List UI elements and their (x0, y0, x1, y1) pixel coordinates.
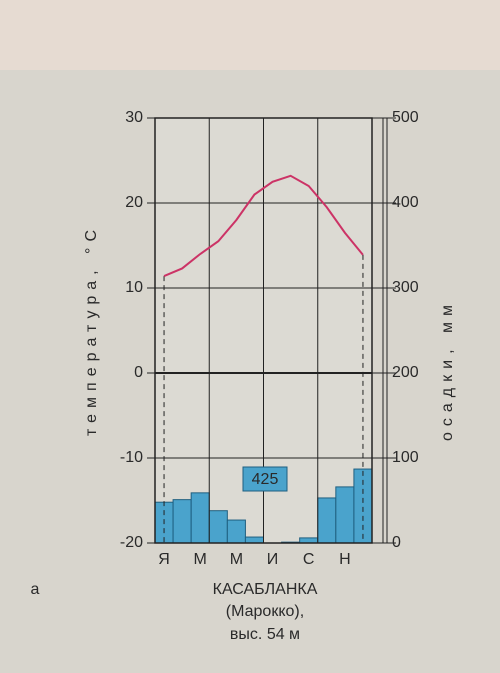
temperature-line (163, 174, 364, 278)
y2-axis-label: осадки, мм (439, 299, 456, 441)
x-tick-label: М (194, 551, 207, 568)
x-tick-label: С (303, 551, 315, 568)
precipitation-bar (190, 492, 210, 544)
precipitation-bar (208, 510, 228, 544)
precipitation-bar (226, 519, 246, 544)
y-tick-label: 0 (134, 364, 143, 381)
y-axis-label: температура, °С (83, 224, 100, 436)
chart-title: КАСАБЛАНКА (213, 581, 318, 598)
annotation-box (242, 466, 288, 492)
precipitation-bar (299, 537, 319, 544)
y2-tick-label: 400 (392, 194, 419, 211)
plot-frame (154, 117, 373, 544)
y-tick-label: 10 (125, 279, 143, 296)
y-tick-label: -10 (120, 449, 143, 466)
chart-subtitle: (Марокко), (226, 603, 304, 620)
precipitation-bar (244, 536, 265, 544)
annotation: 425 (252, 471, 279, 488)
y2-tick-label: 500 (392, 109, 419, 126)
x-tick-label: М (230, 551, 243, 568)
page-top (0, 0, 500, 70)
y-tick-label: -20 (120, 534, 143, 551)
precipitation-bar (335, 486, 355, 544)
precipitation-bar (317, 497, 337, 544)
x-tick-label: И (267, 551, 279, 568)
x-tick-label: Я (158, 551, 170, 568)
y-tick-label: 20 (125, 194, 143, 211)
y2-tick-label: 300 (392, 279, 419, 296)
y-tick-label: 30 (125, 109, 143, 126)
y2-tick-label: 0 (392, 534, 401, 551)
x-tick-label: Н (339, 551, 351, 568)
chart-caption: выс. 54 м (230, 626, 300, 643)
y2-tick-label: 200 (392, 364, 419, 381)
panel-marker: а (31, 581, 40, 598)
y2-tick-label: 100 (392, 449, 419, 466)
precipitation-bar (172, 499, 192, 544)
